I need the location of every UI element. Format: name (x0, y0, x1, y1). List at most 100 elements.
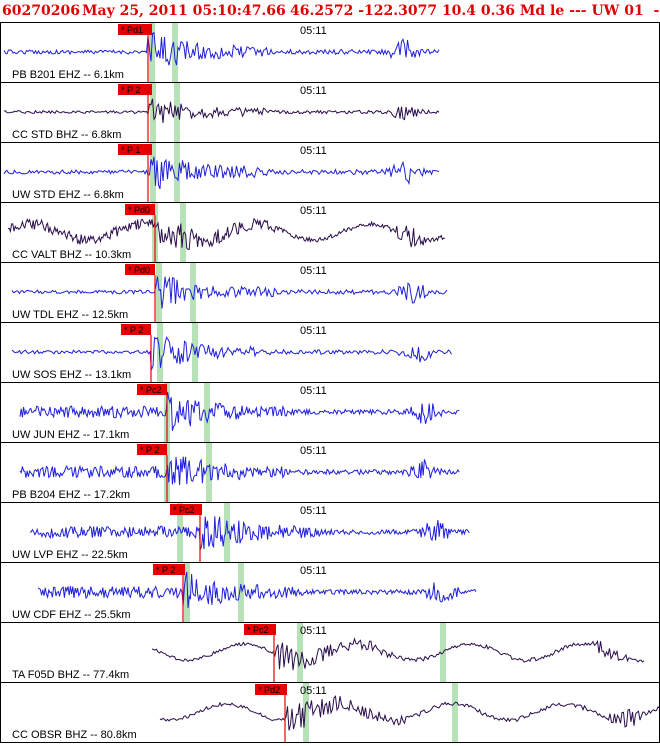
phase-pick-label: * Pd0 (128, 265, 150, 275)
time-mark-label: 05:11 (300, 85, 327, 97)
trace-panel[interactable]: 05:11 * Pc2 TA F05D BHZ -- 77.4km (0, 622, 660, 683)
trace-panel[interactable]: 05:11 * Pc2 UW JUN EHZ -- 17.1km (0, 382, 660, 443)
station-label: UW SOS EHZ -- 13.1km (12, 369, 131, 381)
panel-frame (0, 22, 660, 83)
phase-window-marker (156, 263, 162, 322)
phase-pick-flag[interactable] (118, 24, 152, 35)
panel-frame (0, 82, 660, 143)
panel-frame (0, 382, 660, 443)
time-mark-label: 05:11 (300, 445, 327, 457)
trace-panel[interactable]: 05:11 * Pc2 UW LVP EHZ -- 22.5km (0, 502, 660, 563)
time-mark-label: 05:11 (300, 385, 327, 397)
phase-window-marker (303, 683, 309, 742)
time-mark-label: 05:11 (300, 205, 327, 217)
phase-pick-label: * Pc2 (140, 385, 162, 395)
phase-window-marker (150, 143, 156, 202)
station-label: CC STD BHZ -- 6.8km (12, 129, 121, 141)
trace-canvas[interactable]: 05:11 * Pd1 PB B201 EHZ -- 6.1km 05:11 * P 2… (0, 22, 660, 746)
phase-window-marker (204, 383, 210, 442)
phase-window-marker (190, 263, 196, 322)
time-mark-label: 05:11 (300, 625, 327, 637)
phase-window-marker (452, 683, 458, 742)
phase-window-marker (172, 23, 178, 82)
seismic-trace (29, 516, 470, 550)
seismic-trace (7, 217, 445, 250)
phase-pick-flag[interactable] (118, 84, 152, 95)
time-mark-label: 05:11 (300, 505, 327, 517)
station-label: UW STD EHZ -- 6.8km (12, 189, 124, 201)
phase-pick-label: * Pd1 (121, 25, 143, 35)
phase-pick-flag[interactable] (153, 564, 185, 575)
phase-window-marker (224, 503, 230, 562)
station-label: UW LVP EHZ -- 22.5km (12, 549, 128, 561)
trace-panel[interactable]: 05:11 * P 2 UW SOS EHZ -- 13.1km (0, 322, 660, 383)
phase-pick-flag[interactable] (137, 444, 167, 455)
panel-frame (0, 562, 660, 623)
seismic-trace (19, 456, 460, 486)
phase-window-marker (174, 143, 180, 202)
station-label: PB B204 EHZ -- 17.2km (12, 489, 130, 501)
phase-pick-label: * P 2 (140, 445, 159, 455)
seismic-trace (19, 391, 460, 431)
phase-pick-label: * Pd0 (128, 205, 150, 215)
event-id: 60270206 (2, 3, 80, 19)
phase-pick-flag[interactable] (244, 624, 276, 635)
phase-pick-flag[interactable] (121, 324, 151, 335)
phase-pick-flag[interactable] (125, 264, 155, 275)
phase-pick-label: * P 2 (124, 325, 143, 335)
station-label: TA F05D BHZ -- 77.4km (12, 669, 129, 681)
seismic-trace (11, 276, 448, 309)
phase-window-marker (238, 563, 244, 622)
trace-panel[interactable]: 05:11 * Pd1 PB B201 EHZ -- 6.1km (0, 22, 660, 83)
phase-window-marker (177, 503, 183, 562)
trace-panels: 05:11 * Pd1 PB B201 EHZ -- 6.1km 05:11 * P 2… (0, 22, 660, 746)
phase-window-marker (180, 203, 186, 262)
station-label: CC VALT BHZ -- 10.3km (12, 249, 131, 261)
panel-frame (0, 622, 660, 683)
station-label: CC OBSR BHZ -- 80.8km (12, 729, 137, 741)
trace-panel[interactable]: 05:11 * P 2 PB B204 EHZ -- 17.2km (0, 442, 660, 503)
event-header: 60270206 May 25, 2011 05:10:47.66 46.257… (0, 0, 660, 22)
station-label: PB B201 EHZ -- 6.1km (12, 69, 124, 81)
trace-panel[interactable]: 05:11 * P 1 UW STD EHZ -- 6.8km (0, 142, 660, 203)
event-location-magnitude: 46.2572 -122.3077 10.4 0.36 Md le --- UW… (290, 3, 660, 19)
trace-panel[interactable]: 05:11 * P 2 UW CDF EHZ -- 25.5km (0, 562, 660, 623)
time-mark-label: 05:11 (300, 325, 327, 337)
time-mark-label: 05:11 (300, 685, 327, 697)
trace-panel[interactable]: 05:11 * Pd0 CC VALT BHZ -- 10.3km (0, 202, 660, 263)
phase-window-marker (206, 443, 212, 502)
time-mark-label: 05:11 (300, 145, 327, 157)
phase-pick-label: * Pc2 (247, 625, 269, 635)
station-label: UW JUN EHZ -- 17.1km (12, 429, 129, 441)
seismic-trace (3, 32, 440, 66)
trace-panel[interactable]: 05:11 * P 2 CC STD BHZ -- 6.8km (0, 82, 660, 143)
seismic-trace (37, 571, 477, 609)
time-mark-label: 05:11 (300, 25, 327, 37)
time-mark-label: 05:11 (300, 265, 327, 277)
event-datetime: May 25, 2011 05:10:47.66 (82, 3, 286, 19)
station-label: UW CDF EHZ -- 25.5km (12, 609, 131, 621)
trace-panel[interactable]: 05:11 * Pd0 UW TDL EHZ -- 12.5km (0, 262, 660, 323)
phase-pick-flag[interactable] (170, 504, 202, 515)
trace-panel[interactable]: 05:11 * Pd2 CC OBSR BHZ -- 80.8km (0, 682, 660, 743)
panel-frame (0, 682, 660, 743)
phase-pick-flag[interactable] (118, 144, 152, 155)
seismic-trace (151, 637, 645, 671)
phase-pick-flag[interactable] (255, 684, 287, 695)
phase-pick-flag[interactable] (137, 384, 167, 395)
phase-window-marker (150, 83, 156, 142)
station-label: UW TDL EHZ -- 12.5km (12, 309, 128, 321)
seismic-trace (3, 98, 440, 124)
phase-window-marker (157, 323, 163, 382)
phase-pick-label: * Pc2 (173, 505, 195, 515)
phase-pick-label: * Pd2 (258, 685, 280, 695)
phase-pick-label: * P 1 (121, 145, 140, 155)
phase-pick-label: * P 2 (121, 85, 140, 95)
time-mark-label: 05:11 (300, 565, 327, 577)
seismic-trace (159, 695, 660, 731)
phase-pick-label: * P 2 (156, 565, 175, 575)
phase-window-marker (149, 23, 155, 82)
seismic-trace (3, 156, 440, 190)
phase-pick-flag[interactable] (125, 204, 155, 215)
